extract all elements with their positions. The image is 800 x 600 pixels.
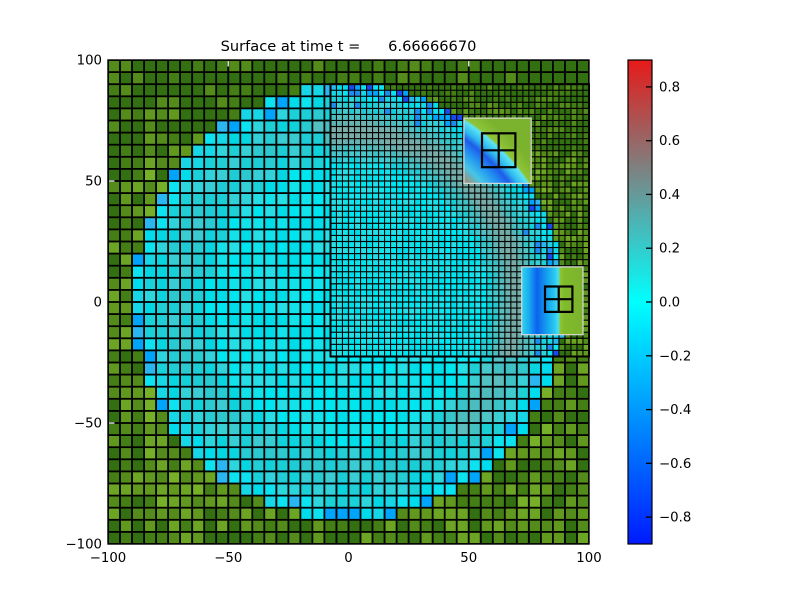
x-tick-label: −50 (214, 551, 242, 566)
y-tick-label: −50 (74, 417, 102, 432)
plot-title: Surface at time t = 6.66666670 (221, 38, 477, 55)
colorbar-tick-label: 0.4 (659, 188, 680, 203)
x-tick-label: 0 (344, 551, 352, 566)
colorbar-tick-label: −0.4 (659, 403, 691, 418)
x-tick-label: 50 (460, 551, 477, 566)
y-tick-label: 100 (77, 54, 102, 69)
colorbar-tick-label: −0.8 (659, 511, 691, 526)
colorbar-tick-label: 0.0 (659, 296, 680, 311)
y-tick-label: 0 (94, 296, 102, 311)
x-tick-label: 100 (576, 551, 601, 566)
x-axis-ticks: −100 −50 0 50 100 (90, 551, 602, 566)
colorbar-tick-label: 0.8 (659, 80, 680, 95)
colorbar: 0.8 0.6 0.4 0.2 0.0 −0.2 −0.4 −0.6 −0.8 (627, 59, 691, 545)
axes-frame (107, 59, 590, 545)
refined-patch-ne (463, 117, 532, 185)
refined-patch-e (521, 266, 584, 336)
y-tick-label: 50 (85, 175, 102, 190)
colorbar-tick-label: 0.2 (659, 242, 680, 257)
y-tick-label: −100 (65, 538, 102, 553)
colorbar-tick-label: 0.6 (659, 134, 680, 149)
x-tick-label: −100 (90, 551, 127, 566)
colorbar-tick-label: −0.6 (659, 457, 691, 472)
y-axis-ticks: 100 50 0 −50 −100 (65, 54, 102, 553)
colorbar-tick-label: −0.2 (659, 349, 691, 364)
